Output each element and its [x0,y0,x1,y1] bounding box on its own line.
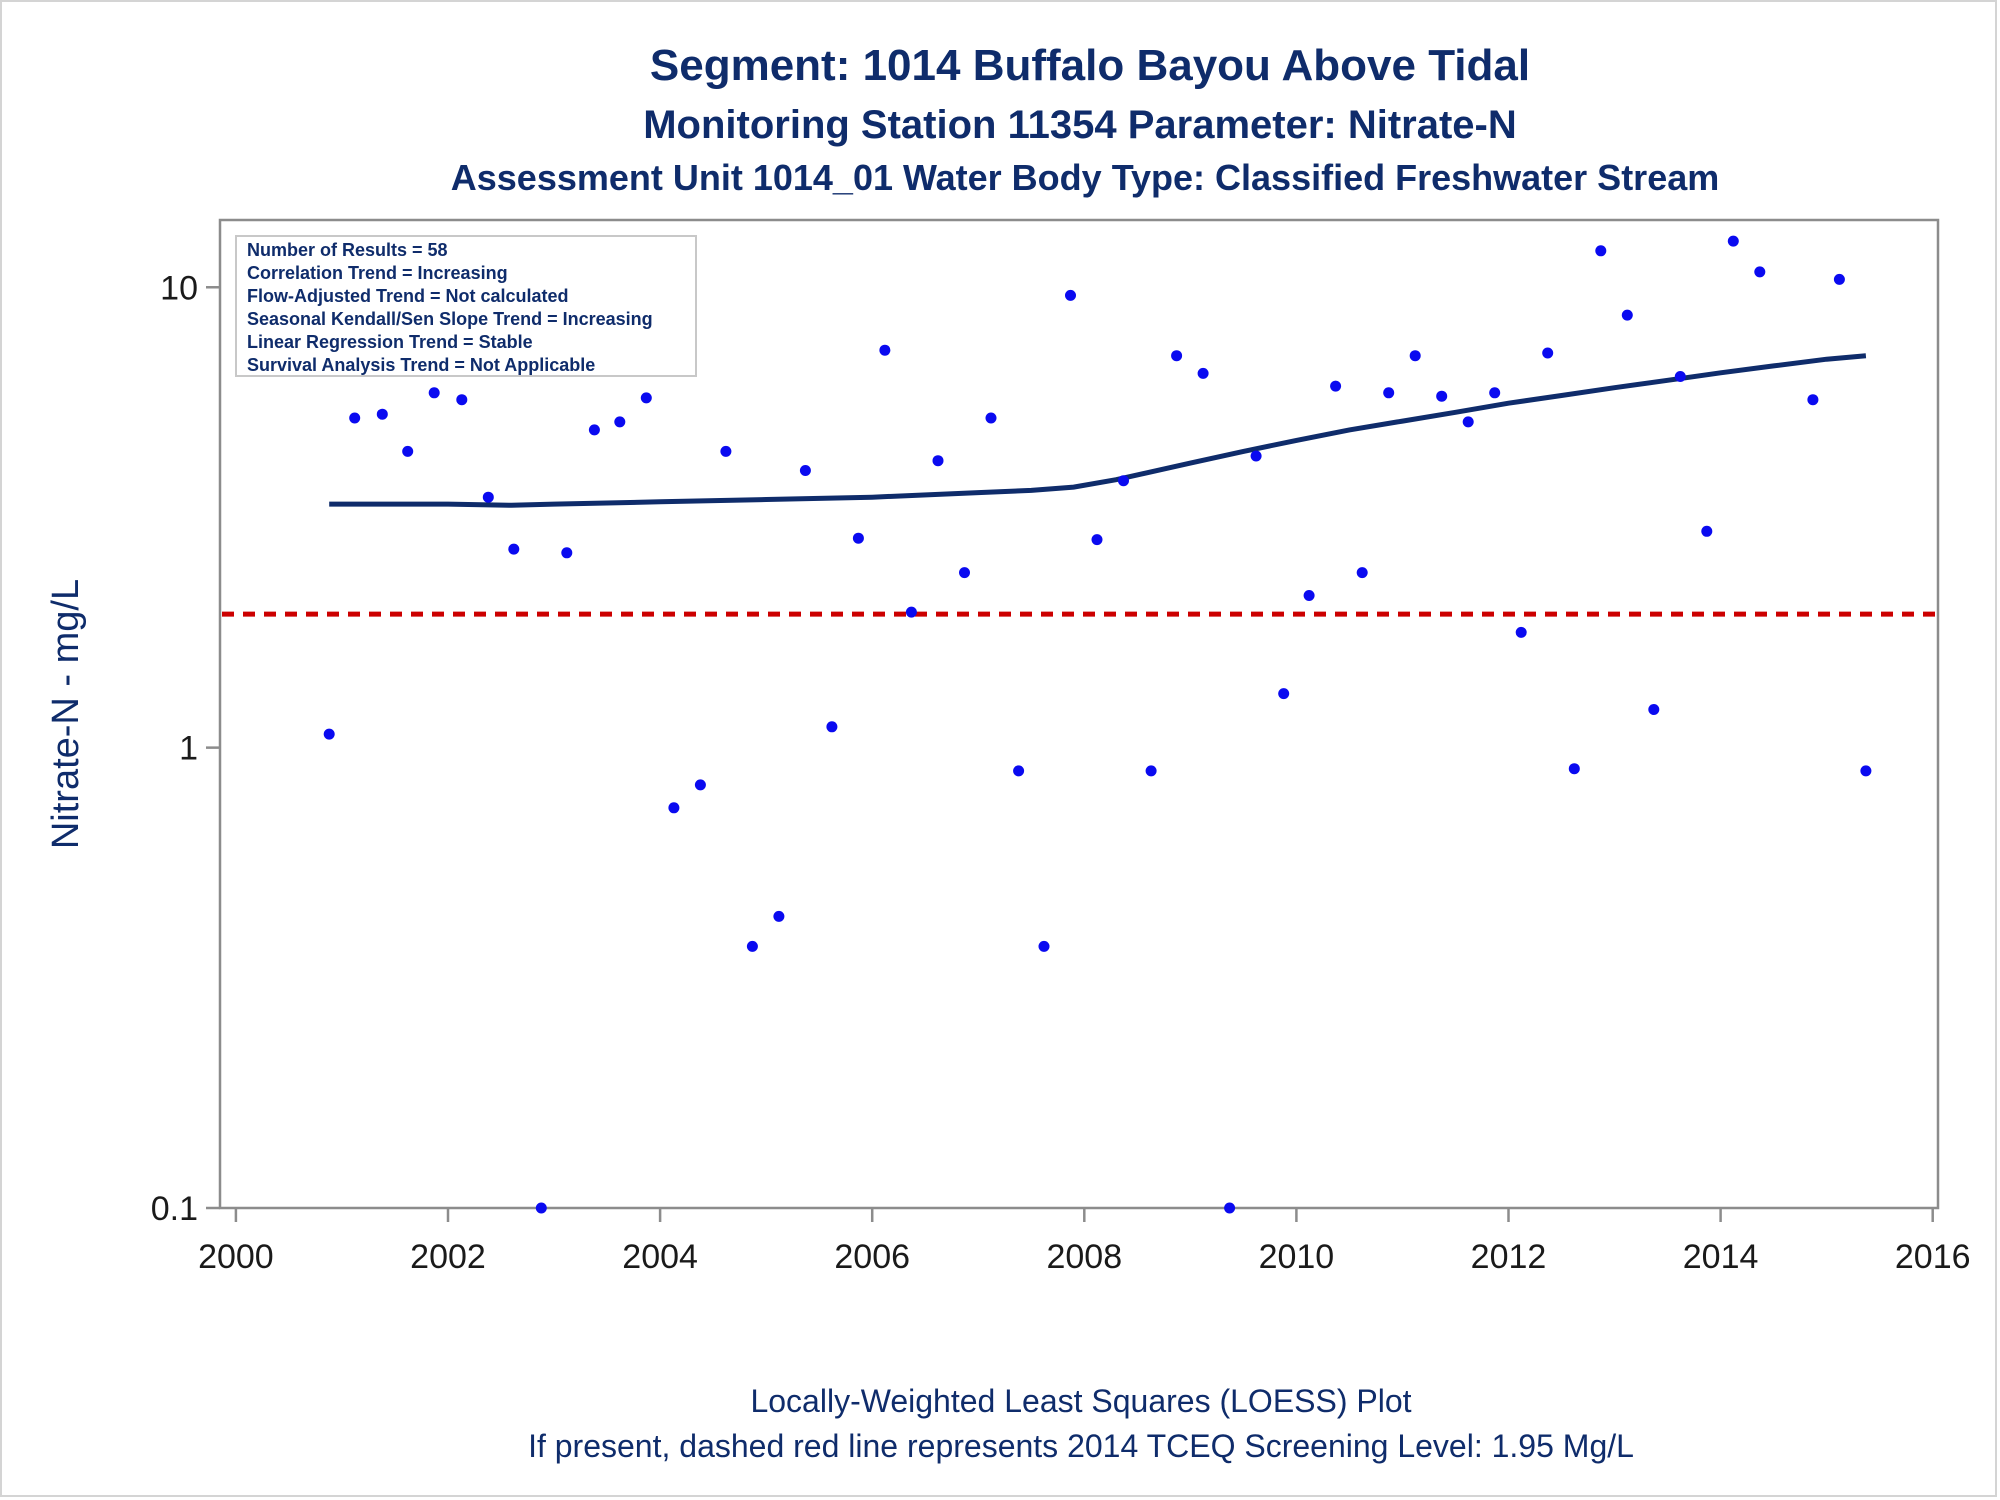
footnote-loess: Locally-Weighted Least Squares (LOESS) P… [750,1383,1411,1419]
data-point [1013,765,1025,777]
data-point [1489,387,1501,399]
data-point [1383,387,1395,399]
data-point [746,940,758,952]
data-point [614,416,626,428]
data-point [1621,309,1633,321]
x-axis: 2000 2002 2004 2006 2008 2010 2012 2014 2016 [198,1208,1971,1276]
data-point [1091,534,1103,546]
data-point [588,424,600,436]
trend-info-box-border [235,235,697,377]
data-point [852,532,864,544]
data-point [535,1202,547,1214]
data-point [826,721,838,733]
data-point [1356,567,1368,579]
data-point [1250,450,1262,462]
data-point [1807,394,1819,406]
trend-info-line: Number of Results = 58 [247,240,448,260]
data-point [1542,347,1554,359]
data-point [402,445,414,457]
x-tick-label: 2000 [198,1238,274,1276]
y-axis-label: Nitrate-N - mg/L [45,579,87,849]
chart-title: Segment: 1014 Buffalo Bayou Above Tidal [650,41,1530,90]
trend-info-box: Number of Results = 58 Correlation Trend… [235,235,697,377]
data-point [640,392,652,404]
y-tick-label: 1 [179,730,198,768]
data-point [1860,765,1872,777]
data-point [1038,940,1050,952]
data-point [720,445,732,457]
x-tick-label: 2014 [1683,1238,1759,1276]
data-point [932,455,944,467]
data-point [323,728,335,740]
data-point [1118,475,1129,487]
data-point [1674,371,1686,382]
data-point [1303,590,1315,601]
y-axis: 0.1 1 10 [151,269,220,1228]
x-tick-label: 2008 [1046,1238,1122,1276]
chart-subtitle-assessment: Assessment Unit 1014_01 Water Body Type:… [451,157,1720,198]
data-point [694,779,706,791]
data-point [376,408,388,420]
data-point [456,394,468,406]
data-point [1278,688,1290,700]
trend-info-line: Survival Analysis Trend = Not Applicable [247,355,595,375]
data-point [773,910,785,922]
x-tick-label: 2012 [1471,1238,1547,1276]
y-tick-label: 0.1 [151,1190,198,1228]
data-point [1568,763,1580,775]
x-tick-label: 2004 [622,1238,698,1276]
x-tick-label: 2006 [834,1238,910,1276]
x-tick-label: 2016 [1895,1238,1971,1276]
chart-subtitle-station: Monitoring Station 11354 Parameter: Nitr… [643,103,1517,147]
data-point [1436,390,1448,402]
data-point [508,543,520,555]
data-point [879,344,891,356]
data-point [1515,626,1527,638]
data-point [1197,367,1209,379]
data-point [1727,235,1739,247]
data-point [428,387,440,399]
data-point [1330,380,1342,392]
data-point [1595,245,1607,257]
data-point [561,547,573,559]
data-point [985,412,997,424]
y-tick-label: 10 [160,269,198,307]
data-point [959,567,970,579]
data-point [1462,416,1474,428]
loess-trend-line [329,353,1867,508]
trend-info-line: Flow-Adjusted Trend = Not calculated [247,286,569,306]
data-point [905,606,917,618]
data-point [1145,765,1157,777]
data-point [1224,1202,1236,1214]
footnote-screening: If present, dashed red line represents 2… [528,1428,1634,1464]
data-point [1701,525,1713,537]
x-tick-label: 2010 [1259,1238,1335,1276]
data-point [1065,289,1076,301]
trend-info-line: Seasonal Kendall/Sen Slope Trend = Incre… [247,309,653,329]
data-point [1171,350,1183,362]
data-point [668,802,680,814]
data-point [1648,704,1660,715]
data-points [323,235,1872,1214]
data-point [482,491,494,503]
data-point [1754,266,1766,278]
trend-info-line: Linear Regression Trend = Stable [247,332,533,352]
data-point [799,465,811,476]
data-point [349,412,361,424]
x-tick-label: 2002 [410,1238,486,1276]
data-point [1833,273,1845,285]
trend-info-line: Correlation Trend = Increasing [247,263,508,283]
data-point [1409,350,1421,362]
